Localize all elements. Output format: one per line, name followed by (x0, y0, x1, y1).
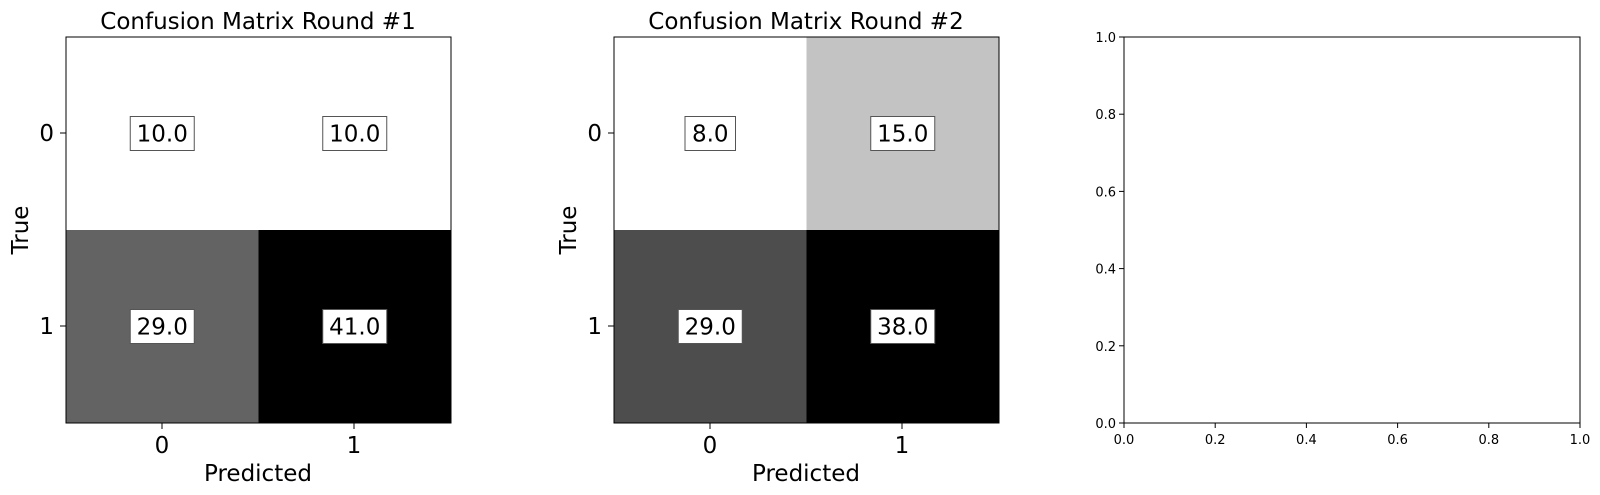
x-tick-label: 0 (155, 433, 170, 459)
chart-title: Confusion Matrix Round #1 (100, 9, 415, 35)
x-tick-label: 1.0 (1570, 433, 1591, 448)
x-axis-label: Predicted (204, 461, 312, 487)
cell-value-box (129, 309, 195, 344)
y-tick-label: 0 (587, 121, 602, 147)
x-tick-label: 0.4 (1296, 433, 1317, 448)
y-tick-marks (608, 132, 614, 327)
cell-value-label: 29.0 (685, 315, 736, 341)
y-tick-label: 0.0 (1095, 417, 1116, 432)
y-tick-label: 0.2 (1095, 340, 1116, 355)
cell-value-box (129, 116, 195, 151)
y-tick-label: 0.4 (1095, 263, 1116, 278)
x-tick-marks (161, 423, 355, 429)
cell-value-label: 15.0 (877, 122, 928, 148)
empty-axes: 0.0 0.2 0.4 0.6 0.8 1.0 0.0 0.2 0.4 0.6 0.8 1.0 (1095, 31, 1590, 448)
cell-value-box (322, 309, 388, 344)
plot-frame (613, 36, 1000, 424)
cell-value-label: 8.0 (692, 122, 729, 148)
cell-value-box (870, 116, 936, 151)
x-tick-label: 0.2 (1205, 433, 1226, 448)
y-tick-label: 1 (39, 314, 54, 340)
y-tick-label: 1 (587, 314, 602, 340)
y-axis-label: True (8, 206, 34, 256)
x-tick-label: 1 (347, 433, 362, 459)
x-tick-marks (709, 423, 903, 429)
x-axis-label: Predicted (752, 461, 860, 487)
x-tick-label: 0.6 (1387, 433, 1408, 448)
cell-value-box (870, 309, 936, 344)
plot-frame (1123, 36, 1581, 424)
y-tick-marks (60, 132, 66, 327)
x-tick-label: 0 (703, 433, 718, 459)
cell-value-label: 29.0 (137, 315, 188, 341)
x-tick-label: 0.8 (1478, 433, 1499, 448)
confusion-matrix-1: Confusion Matrix Round #1 10.0 10.0 29.0 41… (8, 9, 452, 487)
x-tick-label: 1 (895, 433, 910, 459)
cell-value-label: 10.0 (329, 122, 380, 148)
x-tick-label: 0.0 (1114, 433, 1135, 448)
cell-value-label: 41.0 (329, 315, 380, 341)
y-axis-label: True (556, 206, 582, 256)
y-tick-label: 1.0 (1095, 31, 1116, 46)
chart-title: Confusion Matrix Round #2 (648, 9, 963, 35)
cell-value-box (684, 116, 736, 151)
cell-value-label: 10.0 (137, 122, 188, 148)
y-tick-label: 0.6 (1095, 185, 1116, 200)
cell-value-label: 38.0 (877, 315, 928, 341)
y-tick-label: 0 (39, 121, 54, 147)
cell-value-box (322, 116, 388, 151)
cell-value-box (677, 309, 743, 344)
confusion-matrix-2: Confusion Matrix Round #2 8.0 15.0 29.0 38.… (556, 9, 1000, 487)
y-tick-label: 0.8 (1095, 108, 1116, 123)
plot-frame (65, 36, 452, 424)
